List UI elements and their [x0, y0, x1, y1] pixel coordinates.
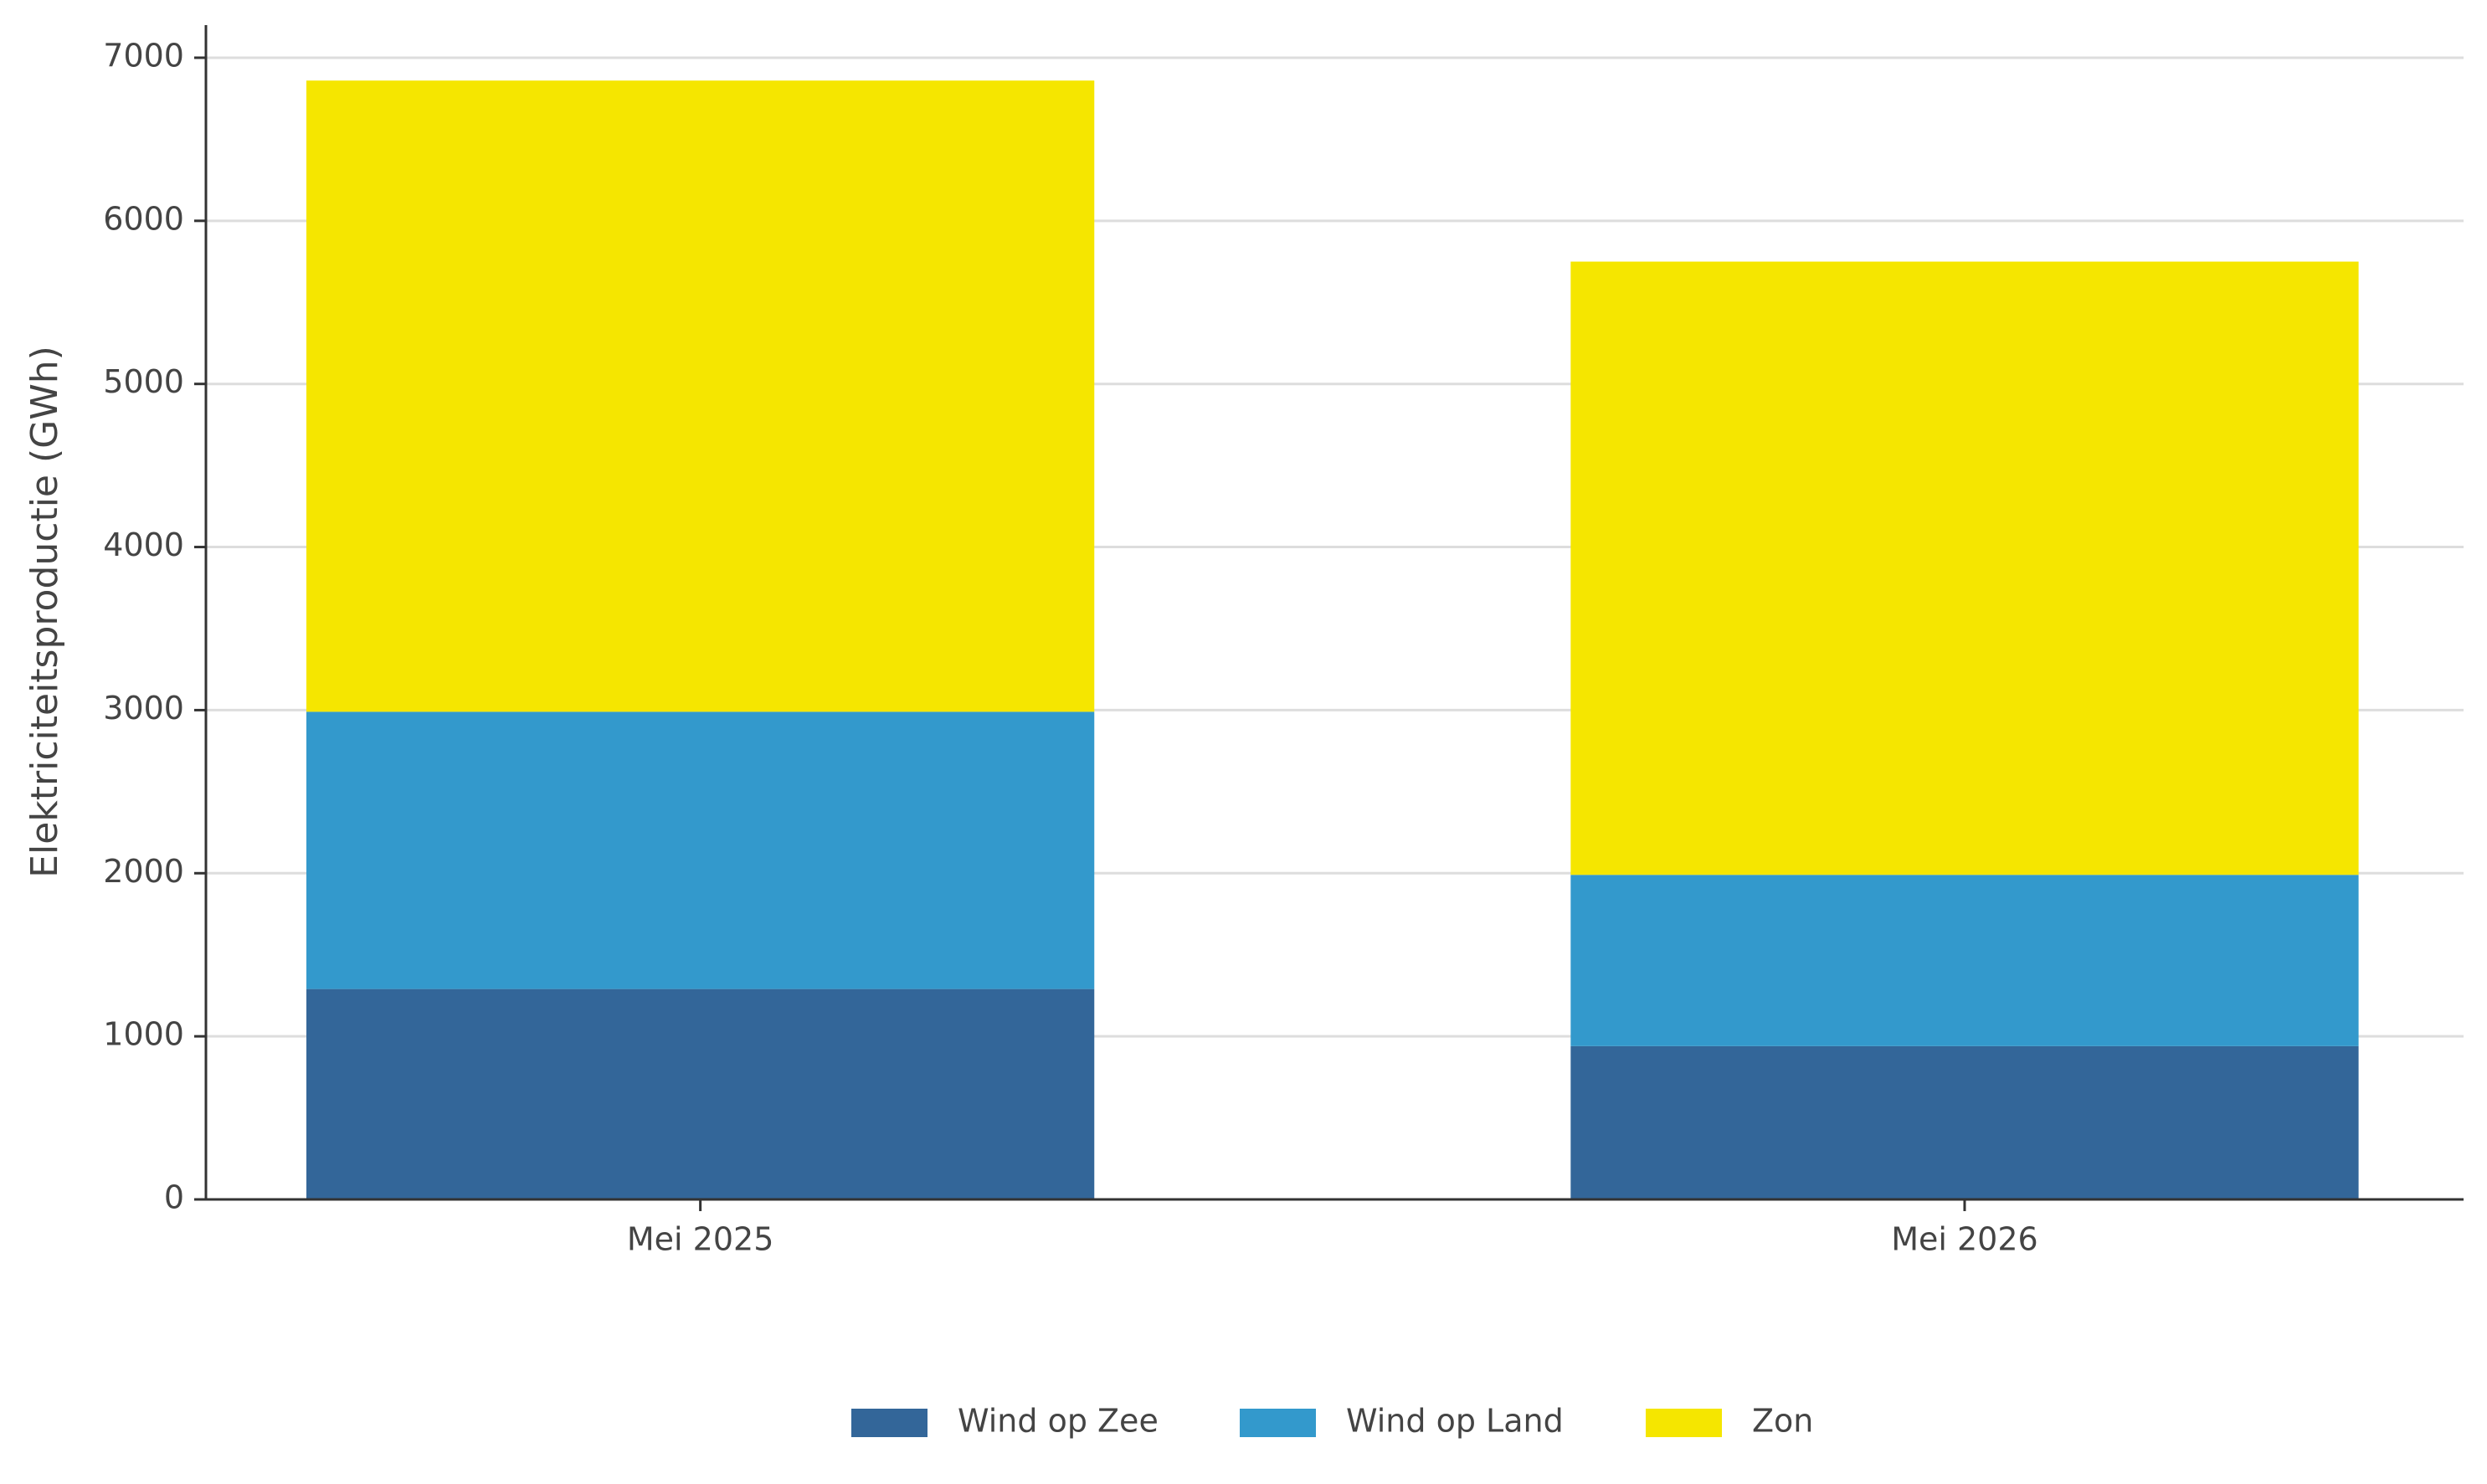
- y-tick-label: 7000: [103, 37, 184, 74]
- y-tick-label: 6000: [103, 200, 184, 237]
- bar-segment: [1570, 1045, 2359, 1199]
- x-tick-label: Mei 2026: [1891, 1221, 2038, 1258]
- legend-swatch: [1240, 1409, 1316, 1437]
- legend-swatch: [851, 1409, 927, 1437]
- y-tick-label: 2000: [103, 853, 184, 890]
- bar-segment: [306, 80, 1095, 712]
- y-axis-label: Elektriciteitsproductie (GWh): [23, 346, 66, 878]
- legend-label: Wind op Land: [1346, 1403, 1564, 1440]
- bar-segment: [306, 711, 1095, 989]
- bar-segment: [1570, 261, 2359, 876]
- y-tick-label: 3000: [103, 690, 184, 727]
- y-tick-label: 5000: [103, 363, 184, 400]
- y-tick-label: 4000: [103, 526, 184, 563]
- bar-segment: [1570, 875, 2359, 1046]
- legend-label: Zon: [1752, 1403, 1813, 1440]
- x-tick-label: Mei 2025: [627, 1221, 774, 1258]
- y-tick-label: 0: [164, 1179, 184, 1216]
- bar-segment: [306, 988, 1095, 1199]
- legend-swatch: [1646, 1409, 1722, 1437]
- y-tick-label: 1000: [103, 1016, 184, 1053]
- legend-label: Wind op Zee: [958, 1403, 1159, 1440]
